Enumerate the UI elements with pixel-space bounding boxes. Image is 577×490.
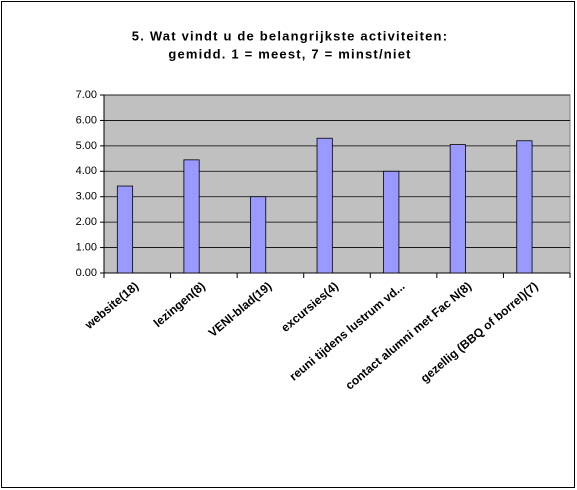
y-tick-label: 2.00 (76, 216, 97, 228)
y-tick-label: 7.00 (76, 89, 97, 101)
y-tick-label: 5.00 (76, 140, 97, 152)
y-tick-label: 4.00 (76, 165, 97, 177)
bar (316, 137, 333, 274)
y-tick-label: 6.00 (76, 114, 97, 126)
bar (516, 140, 533, 274)
bar (449, 144, 466, 274)
bar (183, 159, 200, 274)
bar (383, 170, 400, 274)
chart-title: gemidd. 1 = meest, 7 = minst/niet (168, 46, 411, 61)
bar (116, 185, 134, 274)
bar (250, 196, 267, 274)
y-tick-label: 3.00 (76, 191, 97, 203)
plot-area (103, 94, 571, 274)
y-tick-label: 1.00 (76, 241, 97, 253)
y-tick-label: 0.00 (76, 267, 97, 279)
chart-title: 5. Wat vindt u de belangrijkste activite… (132, 28, 448, 43)
